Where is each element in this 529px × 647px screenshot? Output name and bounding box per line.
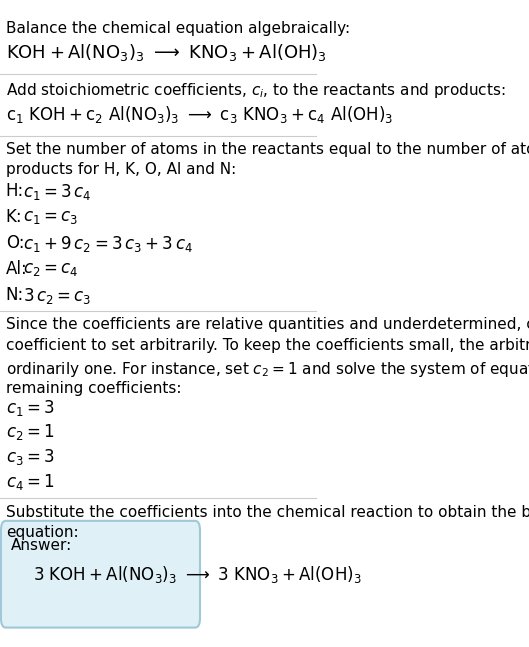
Text: $c_1 = c_3$: $c_1 = c_3$ bbox=[23, 208, 78, 226]
Text: Substitute the coefficients into the chemical reaction to obtain the balanced: Substitute the coefficients into the che… bbox=[6, 505, 529, 520]
Text: $c_4 = 1$: $c_4 = 1$ bbox=[6, 472, 54, 492]
Text: $c_3 = 3$: $c_3 = 3$ bbox=[6, 447, 54, 467]
Text: $\mathrm{KOH + Al(NO_3)_3 \ {\longrightarrow} \ KNO_3 + Al(OH)_3}$: $\mathrm{KOH + Al(NO_3)_3 \ {\longrighta… bbox=[6, 42, 326, 63]
Text: Set the number of atoms in the reactants equal to the number of atoms in the: Set the number of atoms in the reactants… bbox=[6, 142, 529, 157]
Text: $c_1 = 3$: $c_1 = 3$ bbox=[6, 398, 54, 418]
Text: $\mathrm{c_1 \ KOH + c_2 \ Al(NO_3)_3 \ {\longrightarrow} \ c_3 \ KNO_3 + c_4 \ : $\mathrm{c_1 \ KOH + c_2 \ Al(NO_3)_3 \ … bbox=[6, 104, 393, 124]
Text: $c_1 = 3\,c_4$: $c_1 = 3\,c_4$ bbox=[23, 182, 92, 203]
Text: $3\,c_2 = c_3$: $3\,c_2 = c_3$ bbox=[23, 286, 91, 306]
Text: ordinarily one. For instance, set $c_2 = 1$ and solve the system of equations fo: ordinarily one. For instance, set $c_2 =… bbox=[6, 360, 529, 378]
Text: remaining coefficients:: remaining coefficients: bbox=[6, 381, 181, 396]
Text: N:: N: bbox=[6, 286, 24, 304]
Text: $c_2 = c_4$: $c_2 = c_4$ bbox=[23, 260, 78, 278]
Text: coefficient to set arbitrarily. To keep the coefficients small, the arbitrary va: coefficient to set arbitrarily. To keep … bbox=[6, 338, 529, 353]
Text: equation:: equation: bbox=[6, 525, 78, 540]
Text: Al:: Al: bbox=[6, 260, 28, 278]
Text: $c_1 + 9\,c_2 = 3\,c_3 + 3\,c_4$: $c_1 + 9\,c_2 = 3\,c_3 + 3\,c_4$ bbox=[23, 234, 193, 254]
Text: K:: K: bbox=[6, 208, 22, 226]
Text: $\mathrm{3 \ KOH + Al(NO_3)_3 \ {\longrightarrow} \ 3 \ KNO_3 + Al(OH)_3}$: $\mathrm{3 \ KOH + Al(NO_3)_3 \ {\longri… bbox=[33, 564, 361, 585]
FancyBboxPatch shape bbox=[1, 521, 200, 628]
Text: products for H, K, O, Al and N:: products for H, K, O, Al and N: bbox=[6, 162, 236, 177]
Text: Answer:: Answer: bbox=[11, 538, 71, 553]
Text: Since the coefficients are relative quantities and underdetermined, choose a: Since the coefficients are relative quan… bbox=[6, 317, 529, 332]
Text: O:: O: bbox=[6, 234, 24, 252]
Text: $c_2 = 1$: $c_2 = 1$ bbox=[6, 422, 54, 443]
Text: Add stoichiometric coefficients, $c_i$, to the reactants and products:: Add stoichiometric coefficients, $c_i$, … bbox=[6, 81, 505, 100]
Text: Balance the chemical equation algebraically:: Balance the chemical equation algebraica… bbox=[6, 21, 350, 36]
Text: H:: H: bbox=[6, 182, 24, 201]
